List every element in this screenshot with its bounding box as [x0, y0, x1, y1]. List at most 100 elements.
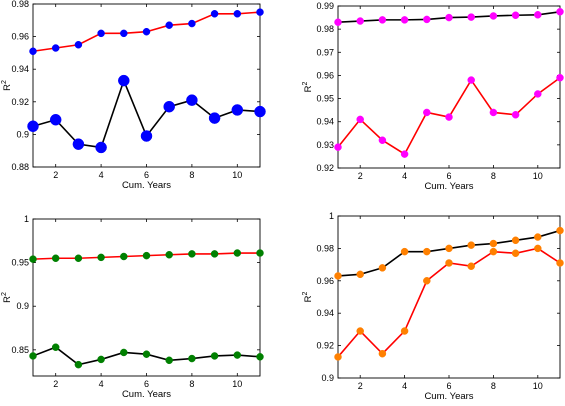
data-point [163, 100, 175, 113]
data-point [233, 351, 242, 359]
series-2 [29, 343, 264, 369]
y-axis-label: R2 [1, 292, 13, 303]
y-tick-label: 0.9 [16, 301, 29, 311]
x-tick-label: 4 [99, 170, 104, 180]
x-tick-label: 4 [402, 381, 407, 391]
x-tick-label: 8 [491, 381, 496, 391]
data-point [165, 21, 173, 29]
data-point [356, 270, 364, 279]
data-point [378, 264, 387, 272]
data-point [74, 41, 83, 49]
y-tick-label: 0.9 [321, 373, 334, 383]
data-point [423, 15, 431, 24]
data-point [356, 17, 364, 25]
data-point [256, 8, 264, 16]
x-tick-label: 10 [232, 170, 242, 180]
y-tick-label: 0.97 [316, 47, 334, 57]
series-1 [334, 8, 564, 26]
series-2 [334, 73, 564, 158]
data-point [400, 16, 409, 24]
y-tick-label: 0.96 [316, 276, 334, 286]
x-axis-label: Cum. Years [122, 389, 171, 400]
data-point [334, 272, 342, 280]
y-axis-label-superscript: 2 [1, 292, 8, 296]
x-tick-label: 6 [144, 379, 149, 389]
x-tick-label: 10 [232, 379, 242, 389]
data-point [51, 343, 60, 351]
data-point [334, 18, 342, 26]
y-axis-label: R2 [302, 292, 314, 303]
data-point [511, 111, 520, 119]
data-point [120, 29, 128, 38]
y-axis-label-superscript: 2 [302, 82, 309, 86]
data-point [210, 250, 219, 258]
y-tick-label: 0.95 [316, 94, 334, 104]
y-tick-label: 0.95 [11, 258, 29, 268]
y-tick-label: 0.96 [11, 32, 29, 42]
y-tick-label: 0.88 [11, 162, 29, 172]
y-tick-label: 0.96 [316, 70, 334, 80]
data-point [489, 239, 498, 248]
data-point [534, 244, 542, 253]
data-point [29, 255, 37, 263]
data-point [97, 355, 105, 364]
data-point [400, 247, 409, 256]
y-axis-label: R2 [1, 80, 13, 91]
data-point [165, 356, 173, 365]
data-point [423, 277, 431, 285]
x-tick-label: 4 [99, 379, 104, 389]
y-tick-label: 0.94 [316, 308, 334, 318]
data-point [27, 120, 39, 132]
data-point [378, 16, 387, 24]
data-point [423, 108, 431, 117]
data-point [142, 350, 151, 358]
data-point [489, 108, 498, 117]
series-2 [334, 244, 564, 361]
data-point [120, 348, 128, 357]
y-tick-label: 0.93 [316, 140, 334, 150]
y-axis-label-base: R [2, 296, 13, 303]
data-point [29, 352, 37, 360]
data-point [400, 150, 409, 158]
series-1 [29, 249, 264, 263]
x-tick-label: 6 [446, 171, 451, 181]
data-point [29, 47, 37, 56]
data-point [120, 252, 128, 261]
data-point [534, 233, 542, 241]
x-axis-label: Cum. Years [424, 391, 473, 402]
data-point [51, 254, 60, 262]
x-tick-label: 4 [402, 171, 407, 181]
y-tick-label: 0.92 [316, 163, 334, 173]
data-point [356, 115, 364, 124]
plot-area [337, 5, 561, 169]
y-axis-label: R2 [302, 82, 314, 93]
data-point [254, 105, 266, 118]
x-tick-label: 8 [189, 379, 194, 389]
plot-area [32, 218, 261, 377]
data-point [256, 353, 264, 361]
data-point [378, 136, 387, 144]
y-tick-label: 0.99 [316, 1, 334, 11]
data-point [95, 141, 107, 154]
x-tick-label: 10 [533, 171, 543, 181]
data-point [334, 353, 342, 361]
data-point [210, 352, 219, 360]
data-point [511, 11, 520, 20]
x-tick-label: 10 [533, 381, 543, 391]
y-axis-label-base: R [303, 295, 314, 302]
data-point [256, 249, 264, 257]
data-point [445, 259, 453, 267]
y-tick-label: 0.98 [316, 24, 334, 34]
data-point [467, 13, 475, 21]
data-point [233, 249, 242, 257]
data-point [534, 11, 542, 19]
y-tick-label: 0.9 [16, 129, 29, 139]
data-point [74, 254, 83, 262]
y-tick-label: 0.94 [316, 117, 334, 127]
data-point [445, 13, 453, 22]
series-1 [29, 8, 264, 56]
data-point [74, 360, 83, 369]
data-point [49, 113, 62, 126]
